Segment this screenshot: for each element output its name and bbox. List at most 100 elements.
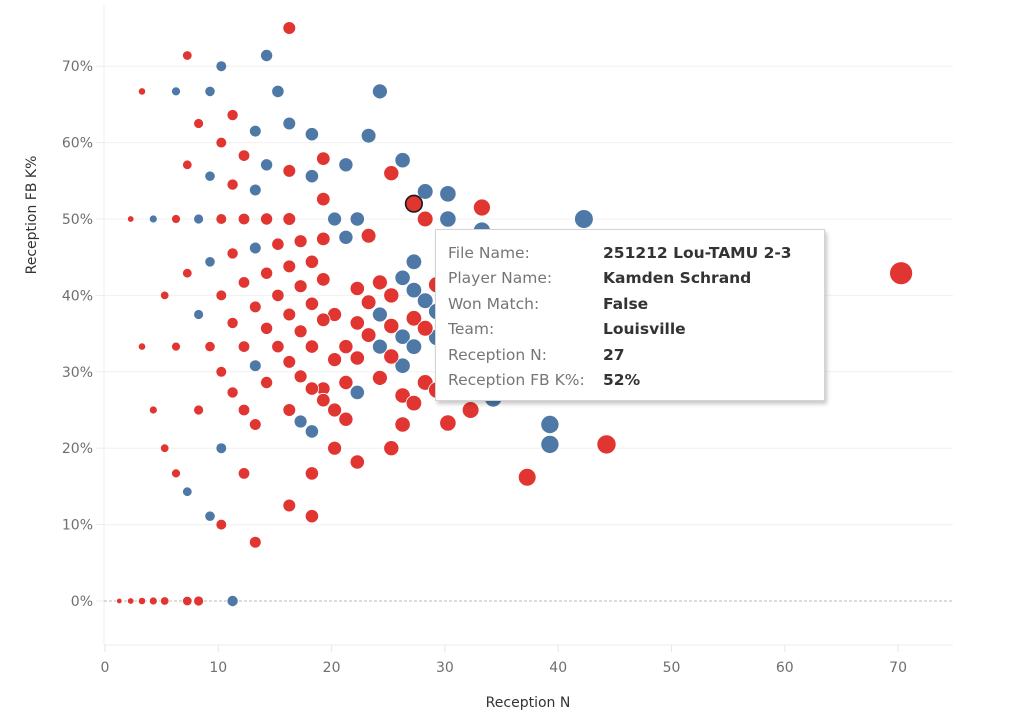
scatter-point-false[interactable] [349,280,365,297]
scatter-point-true[interactable] [249,359,262,373]
scatter-point-false[interactable] [383,287,400,304]
scatter-point-false[interactable] [304,509,319,524]
scatter-point-true[interactable] [304,424,319,439]
scatter-point-false[interactable] [137,342,147,351]
scatter-point-false[interactable] [338,411,354,427]
scatter-point-false[interactable] [889,261,913,286]
scatter-point-false[interactable] [472,198,491,217]
scatter-point-true[interactable] [193,309,205,320]
scatter-point-true[interactable] [371,306,388,323]
scatter-point-false[interactable] [215,289,228,302]
scatter-point-false[interactable] [260,375,274,389]
scatter-point-false[interactable] [171,341,181,352]
scatter-point-false[interactable] [304,296,319,311]
scatter-point-false[interactable] [126,597,135,605]
scatter-point-false[interactable] [282,307,297,322]
scatter-point-true[interactable] [416,183,434,200]
scatter-point-true[interactable] [416,292,434,310]
scatter-point-false[interactable] [193,404,205,416]
scatter-point-false[interactable] [383,440,400,457]
scatter-point-true[interactable] [338,157,354,173]
scatter-point-false[interactable] [349,315,365,331]
scatter-point-false[interactable] [271,339,285,354]
scatter-point-false[interactable] [237,212,251,226]
scatter-point-false[interactable] [116,597,123,605]
scatter-point-false[interactable] [282,259,297,274]
scatter-point-false[interactable] [327,440,343,456]
scatter-point-true[interactable] [249,124,262,138]
scatter-point-false[interactable] [237,467,251,480]
scatter-point-true[interactable] [204,256,216,268]
scatter-point-false[interactable] [327,352,343,368]
scatter-point-true[interactable] [193,213,205,225]
scatter-point-false[interactable] [249,300,262,314]
scatter-point-false[interactable] [282,212,297,226]
scatter-point-true[interactable] [360,127,377,144]
scatter-point-false[interactable] [182,595,193,607]
scatter-point-false[interactable] [327,402,343,418]
scatter-point-true[interactable] [349,211,365,227]
scatter-point-false[interactable] [439,414,457,432]
scatter-point-false[interactable] [159,596,170,606]
scatter-point-true[interactable] [439,210,457,228]
scatter-point-true[interactable] [293,414,308,429]
scatter-point-true[interactable] [338,229,354,245]
scatter-point-false[interactable] [171,214,181,224]
scatter-point-false[interactable] [461,401,480,419]
scatter-point-false[interactable] [316,151,331,166]
scatter-point-false[interactable] [182,159,193,171]
scatter-point-true[interactable] [405,281,423,299]
scatter-point-false[interactable] [282,498,297,513]
scatter-point-false[interactable] [282,164,297,178]
scatter-point-false[interactable] [226,386,239,399]
scatter-point-false[interactable] [249,418,262,431]
scatter-point-false[interactable] [405,394,423,412]
scatter-point-false[interactable] [371,369,388,386]
scatter-point-true[interactable] [215,442,228,455]
scatter-point-true[interactable] [260,49,274,63]
scatter-point-false[interactable] [260,266,274,280]
scatter-point-true[interactable] [349,384,365,400]
scatter-point-true[interactable] [574,209,594,229]
scatter-point-false[interactable] [159,290,170,301]
scatter-point-false[interactable] [226,109,239,122]
scatter-point-false[interactable] [316,231,331,247]
scatter-point-true[interactable] [282,116,297,131]
scatter-point-false[interactable] [316,392,331,408]
scatter-point-true[interactable] [439,185,457,203]
scatter-point-false[interactable] [237,340,251,353]
scatter-point-true[interactable] [394,328,411,345]
scatter-point-true[interactable] [304,127,319,142]
scatter-point-true[interactable] [405,253,423,270]
scatter-point-false[interactable] [237,149,251,162]
scatter-point-false[interactable] [596,434,617,455]
scatter-point-true[interactable] [540,414,560,434]
scatter-point-false[interactable] [137,87,147,96]
scatter-point-true[interactable] [148,214,158,224]
scatter-point-false[interactable] [304,254,319,269]
scatter-point-false[interactable] [349,350,365,366]
scatter-point-false[interactable] [316,191,331,207]
scatter-point-false[interactable] [394,416,411,433]
scatter-point-false[interactable] [304,381,319,396]
scatter-point-false[interactable] [293,279,308,294]
scatter-point-false[interactable] [405,310,423,327]
scatter-point-true[interactable] [327,211,343,227]
scatter-point-false[interactable] [193,595,205,607]
scatter-point-false[interactable] [159,443,170,453]
scatter-point-false[interactable] [271,288,285,302]
scatter-point-false[interactable] [349,454,365,470]
scatter-point-false[interactable] [416,210,434,228]
scatter-point-true[interactable] [204,510,216,522]
scatter-point-false[interactable] [126,215,135,223]
scatter-point-true[interactable] [371,338,388,355]
scatter-point-true[interactable] [204,170,216,182]
scatter-point-false[interactable] [360,228,377,244]
scatter-point-false[interactable] [215,213,228,225]
scatter-point-false[interactable] [416,319,434,337]
scatter-point-true[interactable] [204,85,216,98]
scatter-point-false[interactable] [271,237,285,251]
scatter-point-false[interactable] [517,467,537,487]
scatter-point-true[interactable] [394,152,411,169]
scatter-point-true[interactable] [271,84,285,99]
